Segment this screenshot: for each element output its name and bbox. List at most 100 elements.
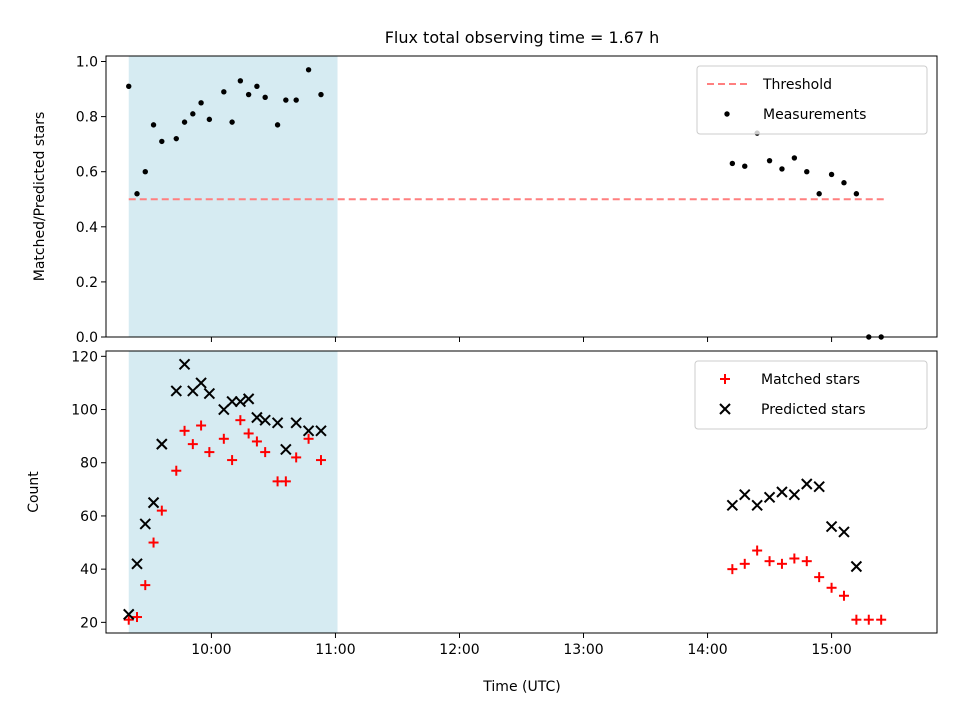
measurement-point xyxy=(134,191,140,197)
measurement-point xyxy=(283,97,289,103)
y-tick-label: 0.0 xyxy=(76,330,98,346)
measurement-point xyxy=(173,135,179,142)
predicted-star-marker xyxy=(838,526,850,538)
predicted-star-marker xyxy=(280,443,292,456)
predicted-star-marker xyxy=(147,496,160,509)
predicted-star-marker xyxy=(195,377,207,389)
matched-star-marker xyxy=(876,614,887,625)
matched-star-marker xyxy=(187,439,198,450)
predicted-star-marker xyxy=(850,560,863,573)
measurement-point xyxy=(142,169,148,175)
y-tick-label: 80 xyxy=(80,456,98,472)
marker-stroke xyxy=(315,425,327,437)
marker-stroke xyxy=(290,417,302,429)
marker-stroke xyxy=(156,438,168,450)
marker-stroke xyxy=(242,393,255,405)
marker-stroke xyxy=(226,395,238,408)
y-tick-label: 0.4 xyxy=(76,220,98,236)
predicted-star-marker xyxy=(302,425,315,437)
marker-stroke xyxy=(302,425,315,437)
measurement-point xyxy=(206,116,213,123)
marker-stroke xyxy=(825,520,838,533)
marker-stroke xyxy=(763,491,776,504)
x-tick-label: 10:00 xyxy=(191,642,231,658)
x-tick-label: 11:00 xyxy=(315,642,355,658)
marker-stroke xyxy=(271,417,284,429)
matched-star-marker xyxy=(123,614,134,625)
legend-label: Matched stars xyxy=(761,372,860,388)
marker-stroke xyxy=(195,377,207,389)
measurement-point xyxy=(293,97,299,103)
y-axis-label: Count xyxy=(26,471,42,513)
predicted-star-marker xyxy=(234,395,247,408)
measurement-point xyxy=(841,180,847,186)
measurement-point xyxy=(779,166,785,172)
marker-stroke xyxy=(739,488,751,501)
matched-star-marker xyxy=(826,582,837,593)
legend-label: Measurements xyxy=(763,107,866,123)
predicted-star-marker xyxy=(178,358,191,371)
predicted-star-marker xyxy=(751,499,763,512)
matched-star-marker xyxy=(801,556,812,567)
matched-star-marker xyxy=(838,590,849,601)
predicted-star-marker xyxy=(242,393,255,405)
y-tick-label: 1.0 xyxy=(76,55,98,71)
measurement-point xyxy=(853,191,860,197)
y-tick-label: 60 xyxy=(80,509,98,525)
marker-stroke xyxy=(838,526,850,538)
measurement-point xyxy=(318,91,324,98)
marker-stroke xyxy=(776,486,788,498)
matched-star-marker xyxy=(260,447,271,458)
predicted-star-marker xyxy=(131,558,143,570)
marker-stroke xyxy=(788,488,801,501)
predicted-star-marker xyxy=(315,425,327,437)
matched-star-marker xyxy=(235,415,246,426)
legend-box xyxy=(696,65,928,135)
measurement-point xyxy=(254,83,260,90)
matched-star-marker xyxy=(251,436,262,447)
measurement-point xyxy=(237,78,244,84)
matched-star-marker xyxy=(789,553,800,564)
marker-stroke xyxy=(139,518,151,530)
matched-star-marker xyxy=(171,465,182,476)
y-tick-label: 20 xyxy=(80,615,98,631)
predicted-star-marker xyxy=(139,518,151,530)
measurement-point xyxy=(804,169,810,175)
marker-stroke xyxy=(259,414,271,426)
x-tick-label: 15:00 xyxy=(811,642,851,658)
marker-stroke xyxy=(719,403,731,415)
matched-star-marker xyxy=(179,425,190,436)
observing-window-shade xyxy=(128,351,338,633)
matched-star-marker xyxy=(863,614,874,625)
figure-title: Flux total observing time = 1.67 h xyxy=(385,28,660,47)
marker-stroke xyxy=(203,387,216,400)
predicted-star-marker xyxy=(123,608,135,621)
y-tick-label: 0.8 xyxy=(76,110,98,126)
matched-star-marker xyxy=(204,447,215,458)
measurement-point xyxy=(262,94,268,101)
legend-predicted-swatch xyxy=(719,403,731,415)
matched-star-marker xyxy=(218,433,229,444)
count-panel: 10:00 11:00 12:00 13:00 14:00 15:00 20 40 60 80 10… xyxy=(26,349,938,658)
legend-box xyxy=(694,360,928,430)
measurement-point xyxy=(766,157,773,164)
x-tick-label: 12:00 xyxy=(439,642,479,658)
measurement-point xyxy=(159,138,165,145)
y-tick-label: 100 xyxy=(71,403,98,419)
matched-star-marker xyxy=(132,612,143,623)
predicted-star-marker xyxy=(226,395,238,408)
matched-star-marker xyxy=(148,537,159,548)
y-tick-label: 0.2 xyxy=(76,275,98,291)
matched-star-marker xyxy=(851,614,862,625)
marker-stroke xyxy=(726,499,739,512)
measurement-point xyxy=(126,83,132,90)
legend-label: Predicted stars xyxy=(761,402,866,418)
ratio-panel: 0.0 0.2 0.4 0.6 0.8 1.0 Matched/Predicted star… xyxy=(32,55,938,346)
matched-star-marker xyxy=(280,476,291,487)
predicted-star-marker xyxy=(801,478,813,490)
matched-star-marker xyxy=(727,564,738,575)
matched-star-marker xyxy=(291,452,302,463)
measurement-point xyxy=(181,119,188,125)
marker-stroke xyxy=(234,395,247,408)
matched-star-marker xyxy=(303,433,314,444)
